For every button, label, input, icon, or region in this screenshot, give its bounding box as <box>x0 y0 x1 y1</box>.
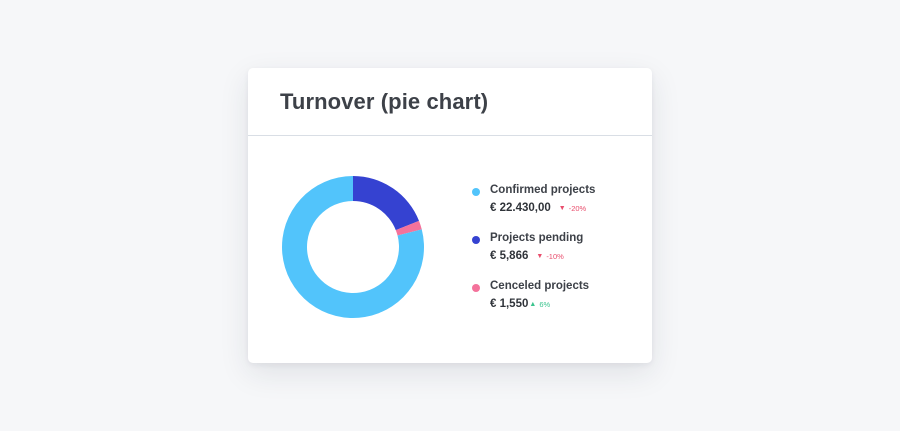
chart-area: Confirmed projects € 22.430,00 ▼ -20% Pr… <box>248 136 652 363</box>
legend-value-row: € 1,550 ▲ 6% <box>490 298 550 310</box>
legend-value-row: € 5,866 ▼ -10% <box>490 250 564 262</box>
donut-chart <box>282 176 424 318</box>
change-value: -20% <box>568 203 587 213</box>
turnover-card: Turnover (pie chart) Confirmed projects … <box>248 68 652 363</box>
arrow-down-icon: ▼ <box>558 204 566 212</box>
slice-confirmed <box>282 176 424 318</box>
slice-canceled <box>395 220 422 236</box>
legend-value: € 5,866 <box>490 250 529 262</box>
slice-pending <box>353 176 420 231</box>
arrow-down-icon: ▼ <box>536 252 544 260</box>
legend-dot-canceled <box>472 284 480 292</box>
legend-dot-confirmed <box>472 188 480 196</box>
legend-item-confirmed: Confirmed projects € 22.430,00 ▼ -20% <box>472 184 642 232</box>
legend-value-row: € 22.430,00 ▼ -20% <box>490 202 586 214</box>
legend-label: Projects pending <box>490 232 584 244</box>
change-badge: ▲ 6% <box>529 300 550 309</box>
legend-label: Cenceled projects <box>490 280 590 292</box>
legend-value: € 1,550 <box>490 298 529 310</box>
arrow-up-icon: ▲ <box>529 300 537 308</box>
legend-item-canceled: Cenceled projects € 1,550 ▲ 6% <box>472 280 642 328</box>
legend-value: € 22.430,00 <box>490 202 551 214</box>
change-value: 6% <box>539 299 551 309</box>
change-badge: ▼ -10% <box>536 252 563 261</box>
card-header: Turnover (pie chart) <box>248 68 652 136</box>
legend-dot-pending <box>472 236 480 244</box>
change-badge: ▼ -20% <box>559 204 586 213</box>
chart-legend: Confirmed projects € 22.430,00 ▼ -20% Pr… <box>472 184 642 328</box>
legend-label: Confirmed projects <box>490 184 596 196</box>
legend-item-pending: Projects pending € 5,866 ▼ -10% <box>472 232 642 280</box>
change-value: -10% <box>546 251 564 261</box>
card-title: Turnover (pie chart) <box>280 88 489 114</box>
